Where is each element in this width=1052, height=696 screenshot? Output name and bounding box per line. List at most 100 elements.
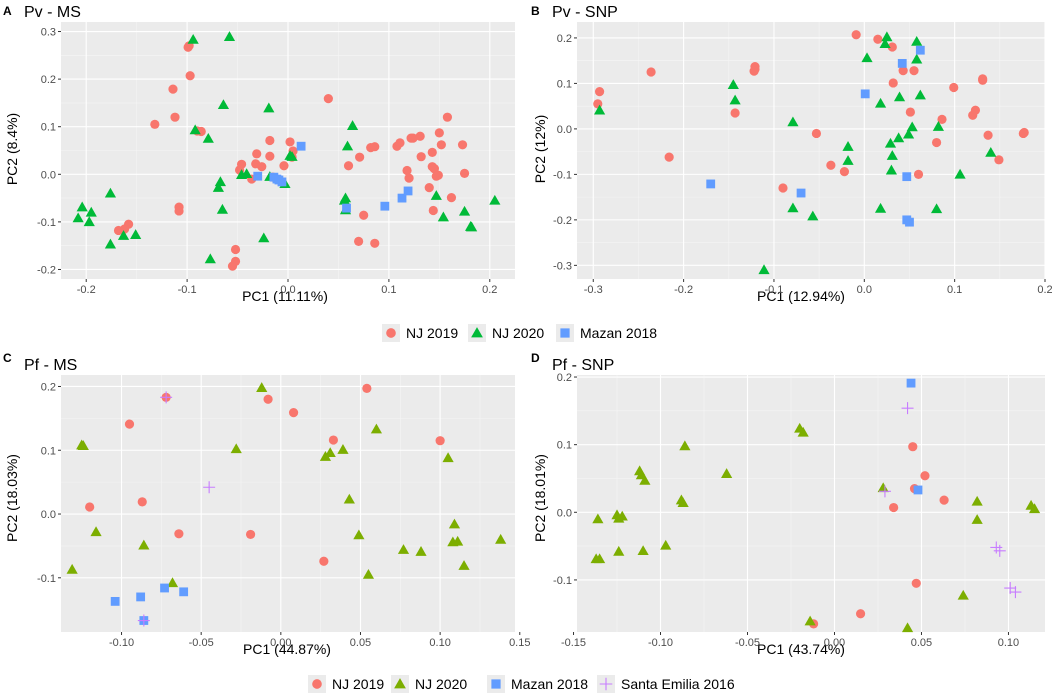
- data-point: [130, 229, 142, 239]
- data-point: [885, 164, 898, 175]
- data-point: [911, 53, 923, 64]
- data-point: [370, 423, 383, 434]
- x-tick-label: 0.0: [857, 284, 872, 296]
- data-point: [884, 137, 897, 148]
- data-point: [263, 394, 273, 404]
- data-point: [886, 150, 898, 160]
- data-point: [706, 179, 716, 189]
- data-point: [85, 502, 95, 512]
- data-point: [971, 495, 983, 506]
- data-point: [434, 128, 444, 138]
- data-point: [906, 121, 918, 132]
- series-mazan-2018: [906, 378, 923, 495]
- y-tick-label: 0.1: [557, 440, 572, 452]
- data-point: [328, 435, 338, 445]
- data-point: [166, 577, 179, 588]
- data-point: [160, 583, 169, 593]
- data-point: [66, 563, 78, 574]
- data-point: [236, 159, 247, 169]
- data-point: [263, 102, 275, 113]
- data-point: [855, 609, 866, 619]
- data-point: [593, 104, 606, 115]
- data-point: [362, 569, 375, 579]
- y-tick-label: -0.3: [553, 260, 572, 272]
- y-tick-label: 0.2: [557, 33, 572, 45]
- data-point: [257, 162, 267, 172]
- legend-label: NJ 2019: [406, 325, 458, 341]
- data-point: [593, 99, 603, 109]
- data-point: [77, 440, 89, 450]
- data-point: [901, 402, 914, 415]
- data-point: [906, 378, 916, 388]
- data-point: [874, 97, 887, 108]
- data-point: [230, 244, 241, 255]
- data-point: [909, 66, 919, 76]
- data-point: [459, 168, 470, 178]
- data-point: [433, 170, 443, 180]
- data-point: [749, 66, 759, 76]
- data-point: [323, 94, 333, 104]
- y-tick-label: -0.2: [37, 264, 56, 276]
- panel-tag-d: D: [531, 351, 540, 365]
- legend-marker: [471, 327, 483, 338]
- data-point: [436, 140, 446, 150]
- data-point: [124, 419, 135, 429]
- data-point: [442, 112, 453, 122]
- data-point: [985, 146, 997, 157]
- data-point: [404, 173, 414, 183]
- data-point: [861, 52, 873, 63]
- data-point: [76, 201, 88, 212]
- panel-tag-a: A: [3, 4, 12, 18]
- legend-marker: [386, 328, 396, 338]
- data-point: [216, 203, 229, 214]
- data-point: [994, 155, 1004, 165]
- data-point: [905, 107, 915, 117]
- panel-b: B Pv - SNP PC1 (12.94%) PC2 (12%) -0.3 -0…: [531, 4, 1052, 304]
- data-point: [355, 152, 365, 162]
- data-point: [286, 151, 298, 161]
- data-point: [223, 31, 236, 41]
- data-point: [241, 168, 253, 179]
- data-point: [913, 485, 923, 495]
- data-point: [978, 75, 988, 85]
- legend-marker: [312, 679, 322, 689]
- legend-label: NJ 2020: [415, 676, 467, 692]
- data-point: [639, 474, 651, 485]
- y-axis-title: PC2 (8.4%): [4, 113, 20, 185]
- data-point: [370, 142, 380, 152]
- data-point: [893, 91, 906, 102]
- data-point: [878, 485, 891, 498]
- data-point: [796, 188, 806, 198]
- data-point: [727, 79, 739, 89]
- data-point: [851, 30, 861, 40]
- data-point: [415, 131, 425, 141]
- plot-area: [577, 22, 1046, 279]
- data-point: [285, 137, 295, 147]
- legend-label: Mazan 2018: [511, 676, 588, 692]
- data-point: [970, 105, 981, 115]
- panel-title: Pf - MS: [24, 357, 77, 374]
- data-point: [203, 481, 216, 494]
- x-tick-label: 0.0: [280, 284, 295, 296]
- data-point: [265, 135, 275, 146]
- data-point: [1019, 127, 1029, 138]
- data-point: [160, 391, 173, 404]
- legend-marker: [560, 328, 570, 338]
- data-point: [911, 35, 923, 46]
- series-nj-2019: [85, 383, 445, 566]
- data-point: [902, 128, 915, 139]
- panel-c: C Pf - MS PC1 (44.87%) PC2 (18.03%) -0.1…: [3, 351, 530, 657]
- series-santa-emilia-2016: [878, 402, 1022, 599]
- panel-title: Pv - SNP: [552, 4, 618, 21]
- data-point: [212, 182, 224, 192]
- data-point: [758, 264, 770, 275]
- x-tick-label: 0.1: [947, 284, 962, 296]
- data-point: [437, 211, 449, 222]
- data-point: [898, 66, 908, 76]
- data-point: [881, 31, 893, 42]
- data-point: [408, 133, 418, 143]
- legend-label: NJ 2019: [332, 676, 384, 692]
- data-point: [342, 203, 351, 213]
- data-point: [889, 502, 899, 513]
- data-point: [402, 165, 412, 176]
